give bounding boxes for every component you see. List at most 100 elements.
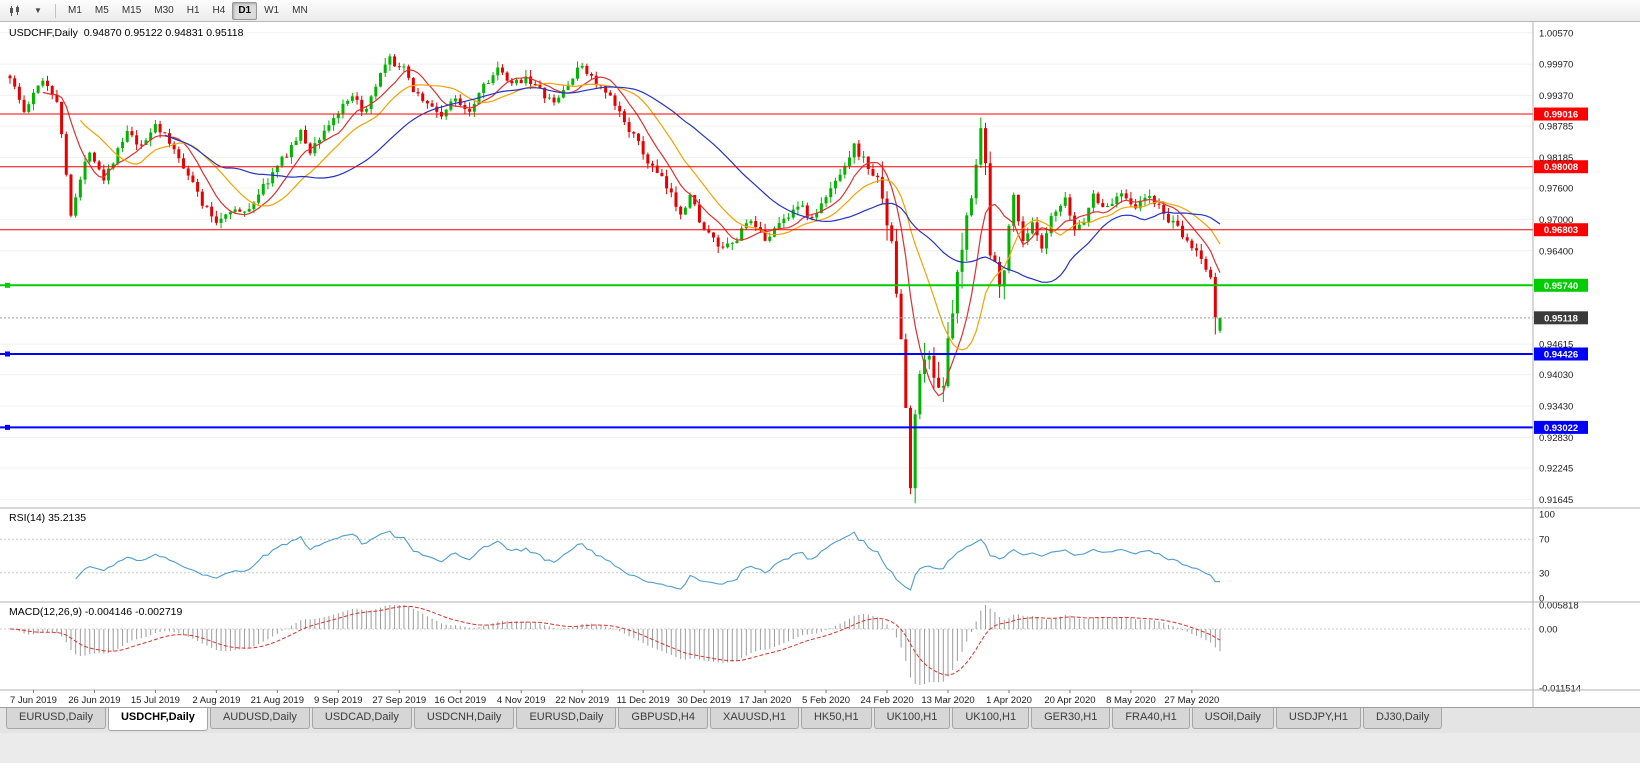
rsi-panel: 100 70 30 0 [0,510,1555,605]
svg-text:27 May 2020: 27 May 2020 [1164,695,1219,706]
svg-text:0.93022: 0.93022 [1544,423,1578,434]
chart-title: USDCHF,Daily 0.94870 0.95122 0.94831 0.9… [9,27,243,39]
svg-text:0.97600: 0.97600 [1539,184,1573,195]
svg-text:1.00570: 1.00570 [1539,28,1573,39]
chart-type-icon[interactable] [4,2,26,20]
svg-text:0.94615: 0.94615 [1539,340,1573,351]
chart-tab-8-hk50h1[interactable]: HK50,H1 [800,708,872,729]
chart-tabs-bar: EURUSD,Daily USDCHF,Daily AUDUSD,Daily USDC… [0,707,1640,733]
chart-area[interactable]: 0.99016 0.98008 0.96803 0.95740 0.94426 0.930… [0,22,1640,707]
svg-text:70: 70 [1539,535,1550,546]
timeframe-button-m15[interactable]: M15 [121,4,142,16]
svg-text:0.94030: 0.94030 [1539,370,1573,381]
chart-tab-1-usdchfdaily[interactable]: USDCHF,Daily [107,708,208,731]
svg-text:100: 100 [1539,510,1555,521]
ma-16-line [79,82,1221,351]
svg-text:13 Mar 2020: 13 Mar 2020 [921,695,974,706]
svg-text:24 Feb 2020: 24 Feb 2020 [860,695,913,706]
svg-text:22 Nov 2019: 22 Nov 2019 [555,695,609,706]
svg-text:16 Oct 2019: 16 Oct 2019 [434,695,486,706]
price-axis-badge: 0.96803 [1534,223,1588,237]
timeframe-button-m5[interactable]: M5 [94,4,109,16]
macd-indicator-label: MACD(12,26,9) -0.004146 -0.002719 [9,606,183,618]
date-axis: 7 Jun 2019 26 Jun 2019 15 Jul 2019 2 Aug 20… [10,690,1219,706]
svg-text:4 Nov 2019: 4 Nov 2019 [497,695,546,706]
svg-text:5 Feb 2020: 5 Feb 2020 [802,695,850,706]
svg-text:27 Sep 2019: 27 Sep 2019 [372,695,426,706]
chart-tab-9-uk100h1[interactable]: UK100,H1 [873,708,951,729]
panel-separators [0,22,1640,707]
svg-text:0.91645: 0.91645 [1539,495,1573,506]
svg-text:1 Apr 2020: 1 Apr 2020 [986,695,1032,706]
svg-text:30: 30 [1539,568,1550,579]
svg-text:0.97000: 0.97000 [1539,215,1573,226]
svg-text:0.92245: 0.92245 [1539,464,1573,475]
svg-text:2 Aug 2019: 2 Aug 2019 [192,695,240,706]
chart-tab-3-usdcaddaily[interactable]: USDCAD,Daily [311,708,412,729]
timeframe-button-h4[interactable]: H4 [212,4,226,16]
price-chart-canvas[interactable]: 0.99016 0.98008 0.96803 0.95740 0.94426 0.930… [0,22,1640,707]
chart-tab-13-usoildaily[interactable]: USOil,Daily [1191,708,1274,729]
timeframe-button-mn[interactable]: MN [292,4,308,16]
svg-text:17 Jan 2020: 17 Jan 2020 [739,695,791,706]
timeframe-button-w1[interactable]: W1 [264,4,280,16]
chart-tab-14-usdjpyh1[interactable]: USDJPY,H1 [1275,708,1362,729]
macd-signal-line [9,605,1221,676]
price-axis-labels: 1.00570 0.99970 0.99370 0.98785 0.98185 0.976… [1539,28,1573,506]
chart-tab-12-fra40h1[interactable]: FRA40,H1 [1112,708,1190,729]
price-axis-badge: 0.99016 [1534,107,1588,121]
svg-text:0.99370: 0.99370 [1539,91,1573,102]
timeframe-button-m1[interactable]: M1 [68,4,82,16]
rsi-indicator-label: RSI(14) 35.2135 [9,512,87,524]
svg-text:15 Jul 2019: 15 Jul 2019 [131,695,180,706]
chart-tab-7-xauusdh1[interactable]: XAUUSD,H1 [709,708,799,729]
svg-text:7 Jun 2019: 7 Jun 2019 [10,695,57,706]
svg-text:0: 0 [1539,594,1544,605]
horizontal-levels [0,113,1533,430]
svg-text:11 Dec 2019: 11 Dec 2019 [617,695,670,706]
svg-text:0.92830: 0.92830 [1539,433,1573,444]
svg-text:26 Jun 2019: 26 Jun 2019 [68,695,120,706]
chart-dropdown-icon[interactable]: ▼ [34,6,42,15]
svg-text:0.95740: 0.95740 [1544,281,1578,292]
macd-panel: 0.005818 0.00 -0.011514 [0,601,1581,695]
chart-symbol-label: USDCHF,Daily [9,27,78,39]
timeframe-buttons: M1 M5 M15 M30 H1 H4 D1 W1 MN [62,1,314,20]
price-axis-badge: 0.95118 [1534,311,1588,325]
svg-text:0.00: 0.00 [1539,625,1558,636]
svg-text:0.98185: 0.98185 [1539,153,1573,164]
status-area [0,733,1640,763]
timeframe-button-m30[interactable]: M30 [154,4,174,16]
svg-text:0.95118: 0.95118 [1544,313,1578,324]
svg-text:8 May 2020: 8 May 2020 [1106,695,1156,706]
timeframe-button-h1[interactable]: H1 [186,4,200,16]
svg-text:0.99016: 0.99016 [1544,110,1578,121]
svg-text:0.98008: 0.98008 [1544,162,1578,173]
chart-tab-5-eurusddaily[interactable]: EURUSD,Daily [516,708,617,729]
candlesticks [8,53,1222,504]
chart-tab-15-dj30daily[interactable]: DJ30,Daily [1363,708,1443,729]
svg-text:0.96400: 0.96400 [1539,246,1573,257]
price-axis-badge: 0.93022 [1534,420,1588,434]
chart-tab-10-uk100h1[interactable]: UK100,H1 [952,708,1030,729]
svg-text:0.005818: 0.005818 [1539,601,1579,612]
svg-text:0.94426: 0.94426 [1544,349,1578,360]
svg-text:21 Aug 2019: 21 Aug 2019 [251,695,304,706]
chart-tab-0-eurusddaily[interactable]: EURUSD,Daily [6,708,106,729]
svg-text:0.99970: 0.99970 [1539,60,1573,71]
svg-text:-0.011514: -0.011514 [1539,684,1581,695]
chart-tab-2-audusddaily[interactable]: AUDUSD,Daily [209,708,310,729]
svg-text:0.98785: 0.98785 [1539,122,1573,133]
price-axis-badge: 0.94426 [1534,347,1588,361]
timeframe-toolbar: ▼ M1 M5 M15 M30 H1 H4 D1 W1 MN [0,0,1640,22]
toolbar-separator [55,3,56,18]
svg-text:30 Dec 2019: 30 Dec 2019 [677,695,731,706]
chart-tab-6-gbpusdh4[interactable]: GBPUSD,H4 [618,708,708,729]
svg-text:0.93430: 0.93430 [1539,402,1573,413]
chart-tab-4-usdcnhdaily[interactable]: USDCNH,Daily [413,708,515,729]
ma-8-line [42,69,1221,397]
timeframe-button-d1[interactable]: D1 [232,1,258,20]
chart-tab-11-ger30h1[interactable]: GER30,H1 [1031,708,1111,729]
svg-text:20 Apr 2020: 20 Apr 2020 [1044,695,1095,706]
rsi-line [75,530,1221,591]
